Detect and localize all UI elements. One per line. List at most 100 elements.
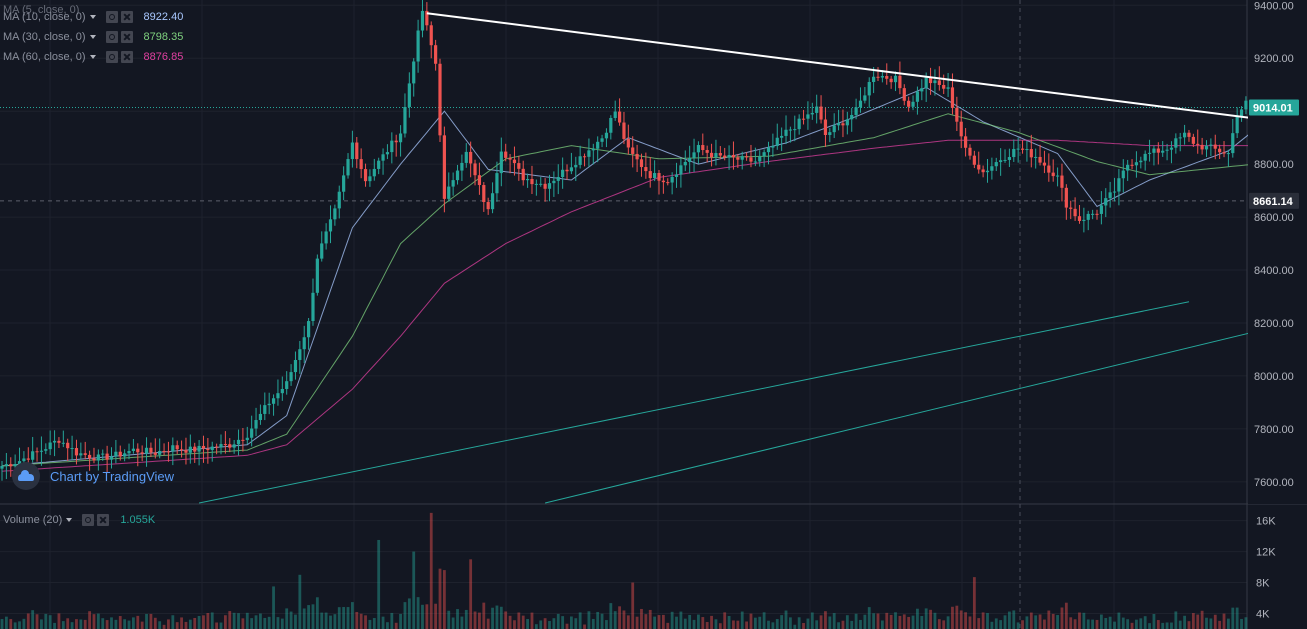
volume-bar bbox=[1143, 616, 1147, 629]
volume-bar bbox=[951, 606, 954, 629]
volume-bar bbox=[26, 613, 30, 629]
settings-icon[interactable] bbox=[105, 31, 118, 43]
candle-body bbox=[149, 447, 153, 453]
volume-bar bbox=[40, 619, 43, 629]
candle-body bbox=[398, 133, 403, 143]
candle-body bbox=[486, 202, 490, 210]
volume-bar bbox=[942, 620, 946, 629]
close-icon[interactable] bbox=[120, 11, 133, 23]
volume-bar bbox=[267, 616, 271, 629]
volume-bar bbox=[1008, 611, 1011, 629]
volume-bar bbox=[377, 539, 381, 629]
legend-ma-partial: MA (5, close, 0) bbox=[3, 4, 80, 16]
volume-bar bbox=[171, 615, 175, 629]
volume-bar bbox=[631, 582, 635, 629]
candle-body bbox=[1121, 170, 1125, 179]
candle-body bbox=[1196, 143, 1200, 145]
volume-bar bbox=[250, 618, 254, 629]
chevron-down-icon[interactable] bbox=[89, 15, 96, 19]
volume-bar bbox=[364, 615, 367, 629]
candle-body bbox=[315, 258, 319, 293]
candle-body bbox=[1200, 144, 1204, 150]
candle-body bbox=[1099, 205, 1103, 214]
candle-body bbox=[644, 167, 648, 172]
volume-bar bbox=[307, 605, 310, 629]
candle-body bbox=[438, 63, 442, 136]
close-icon[interactable] bbox=[97, 514, 110, 526]
candle-body bbox=[648, 171, 652, 179]
candle-body bbox=[968, 147, 972, 156]
settings-icon[interactable] bbox=[82, 514, 95, 526]
legend-ma30[interactable]: MA (30, close, 0) 8798.35 bbox=[3, 29, 183, 45]
candle-body bbox=[1174, 138, 1178, 148]
volume-bar bbox=[101, 618, 105, 629]
price-tick-label: 9200.00 bbox=[1254, 53, 1294, 65]
volume-bar bbox=[885, 612, 889, 629]
watermark-text: Chart by TradingView bbox=[50, 468, 175, 484]
volume-bar bbox=[1174, 611, 1178, 629]
volume-bar bbox=[556, 613, 560, 629]
candle-body bbox=[569, 167, 573, 172]
candle-body bbox=[582, 156, 587, 158]
candle-body bbox=[613, 111, 617, 118]
volume-bar bbox=[758, 616, 762, 629]
legend-ma60[interactable]: MA (60, close, 0) 8876.85 bbox=[3, 49, 183, 65]
volume-bar bbox=[828, 616, 832, 629]
volume-bar bbox=[872, 613, 876, 629]
close-icon[interactable] bbox=[120, 51, 133, 63]
tradingview-watermark[interactable]: Chart by TradingView bbox=[12, 462, 174, 490]
candle-body bbox=[942, 84, 946, 89]
volume-bar bbox=[736, 620, 740, 629]
candle-body bbox=[709, 152, 714, 158]
candle-body bbox=[1029, 149, 1033, 158]
close-icon[interactable] bbox=[120, 31, 133, 43]
candle-body bbox=[328, 219, 333, 232]
candle-body bbox=[863, 95, 867, 101]
candle-body bbox=[972, 155, 976, 165]
volume-bar bbox=[889, 614, 893, 629]
candle-body bbox=[504, 151, 508, 158]
volume-bar bbox=[578, 612, 582, 629]
volume-bar bbox=[180, 617, 183, 629]
candle-body bbox=[302, 337, 306, 350]
candle-body bbox=[425, 10, 429, 26]
candle-body bbox=[22, 458, 26, 462]
candle-body bbox=[285, 381, 289, 389]
candle-body bbox=[999, 160, 1003, 163]
candle-body bbox=[346, 159, 350, 176]
volume-bar bbox=[88, 611, 91, 629]
volume-bar bbox=[600, 613, 604, 629]
chevron-down-icon[interactable] bbox=[89, 35, 96, 39]
candle-body bbox=[241, 439, 245, 441]
candle-body bbox=[377, 160, 381, 169]
volume-bar bbox=[1213, 614, 1217, 629]
volume-bar bbox=[1187, 621, 1191, 629]
volume-bar bbox=[259, 613, 262, 629]
candle-body bbox=[705, 150, 709, 153]
volume-bar bbox=[907, 616, 911, 629]
volume-bar bbox=[1064, 602, 1068, 629]
legend-ma10[interactable]: MA (10, close, 0) 8922.40 bbox=[3, 9, 183, 25]
volume-bar bbox=[1082, 612, 1086, 629]
chevron-down-icon[interactable] bbox=[89, 55, 96, 59]
candle-body bbox=[184, 449, 188, 453]
volume-bar bbox=[968, 616, 972, 629]
volume-bar bbox=[285, 608, 289, 629]
candle-body bbox=[381, 154, 385, 161]
legend-volume[interactable]: Volume (20) 1.055K bbox=[3, 512, 155, 528]
volume-bar bbox=[1165, 622, 1169, 629]
legend-volume-value: 1.055K bbox=[120, 514, 156, 526]
volume-bar bbox=[486, 618, 490, 629]
volume-bar bbox=[83, 619, 87, 629]
candle-body bbox=[828, 132, 832, 135]
candle-body bbox=[872, 76, 876, 82]
candle-body bbox=[1218, 148, 1222, 153]
settings-icon[interactable] bbox=[105, 51, 118, 63]
volume-bar bbox=[145, 613, 148, 629]
settings-icon[interactable] bbox=[105, 11, 118, 23]
volume-bar bbox=[329, 615, 332, 629]
candle-body bbox=[539, 183, 543, 185]
volume-bar bbox=[1135, 619, 1138, 629]
chevron-down-icon[interactable] bbox=[66, 518, 73, 522]
